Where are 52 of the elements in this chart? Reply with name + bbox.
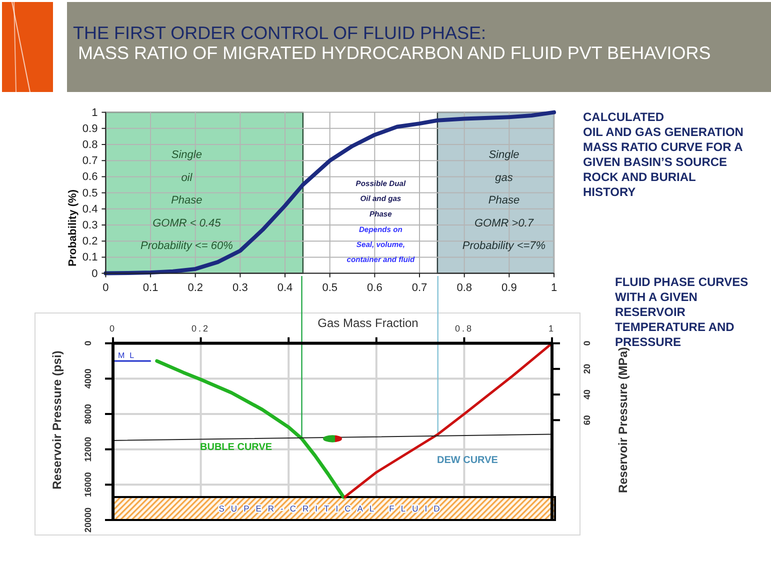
text: CALCULATED OIL AND GAS GENERATION MASS RATIO CURVE FOR A GIVEN BASIN’S SOURCE ROCK AND BURIAL HISTORY <box>583 110 744 199</box>
line-series <box>155 359 346 499</box>
chart-title: THE FIRST ORDER CONTROL OF FLUID PHASE: <box>73 23 486 43</box>
y2-tick-label: 0 <box>582 340 592 346</box>
y-axis-title: Reservoir Pressure (psi) <box>50 350 64 490</box>
x-tick-label: 0.8 <box>456 282 472 294</box>
y2-tick-label: 40 <box>582 390 592 400</box>
band-label: Single oil Phase GOMR < 0.45 Probability <= 60% <box>140 149 234 252</box>
chart-subtitle: MASS RATIO OF MIGRATED HYDROCARBON AND FLUID PVT BEHAVIORS <box>78 43 711 63</box>
x-tick-label: 1 <box>550 282 558 294</box>
y-tick-label: 4000 <box>83 368 93 389</box>
x-tick-label: 0.4 <box>277 282 293 294</box>
x-tick-label: 0.6 <box>367 282 382 294</box>
band-label: Single gas Phase GOMR >0.7 Probability <=7% <box>462 149 546 252</box>
y-tick-label: 0.9 <box>82 122 98 135</box>
y-tick-label: 0.6 <box>82 171 98 184</box>
y-tick-label: 0 <box>83 340 93 346</box>
y-tick-label: 0.1 <box>82 252 98 264</box>
text: FLUID PHASE CURVES WITH A GIVEN RESERVOIR TEMPERATURE AND PRESSURE <box>615 275 748 349</box>
x-tick-label: 0 <box>109 323 117 334</box>
x-tick-label: 1 <box>548 323 556 334</box>
y2-tick-label: 60 <box>582 415 592 426</box>
x-tick-label: 0.7 <box>412 282 428 294</box>
y-tick-label: 0.3 <box>82 220 98 232</box>
series-label: DEW CURVE <box>437 455 498 466</box>
y-tick-label: 0.4 <box>82 203 98 216</box>
x-tick-label: 0.2 <box>188 282 204 294</box>
y-tick-label: 0 <box>92 268 98 280</box>
x-tick-label: 0.2 <box>192 323 210 334</box>
x-axis-title: Gas Mass Fraction <box>318 316 418 330</box>
y-tick-label: 0.7 <box>82 155 98 168</box>
y-tick-label: 16000 <box>83 472 93 498</box>
x-tick-label: 0.3 <box>232 282 248 294</box>
annotation: ML <box>118 350 140 360</box>
x-tick-label: 0 <box>102 282 109 294</box>
y-tick-label: 20000 <box>83 507 93 533</box>
text: BUBLE CURVE <box>200 442 272 453</box>
y-tick-label: 12000 <box>83 436 93 462</box>
y-tick-label: 8000 <box>83 404 93 424</box>
x-tick-label: 0.1 <box>142 282 158 294</box>
x-tick-label: 0.8 <box>454 323 474 334</box>
y2-axis-title: Reservoir Pressure (MPa) <box>616 346 630 494</box>
x-tick-label: 0.5 <box>322 282 338 294</box>
y-tick-label: 0.2 <box>82 236 98 248</box>
y-tick-label: 0.5 <box>82 187 98 200</box>
y-tick-label: 1 <box>92 106 98 119</box>
line-series <box>104 110 556 276</box>
y2-tick-label: 20 <box>582 364 592 374</box>
x-tick-label: 0.9 <box>502 282 517 294</box>
y-axis-title: Probability (%) <box>67 189 79 267</box>
y-tick-label: 0.8 <box>82 139 98 152</box>
line-series <box>344 342 554 498</box>
